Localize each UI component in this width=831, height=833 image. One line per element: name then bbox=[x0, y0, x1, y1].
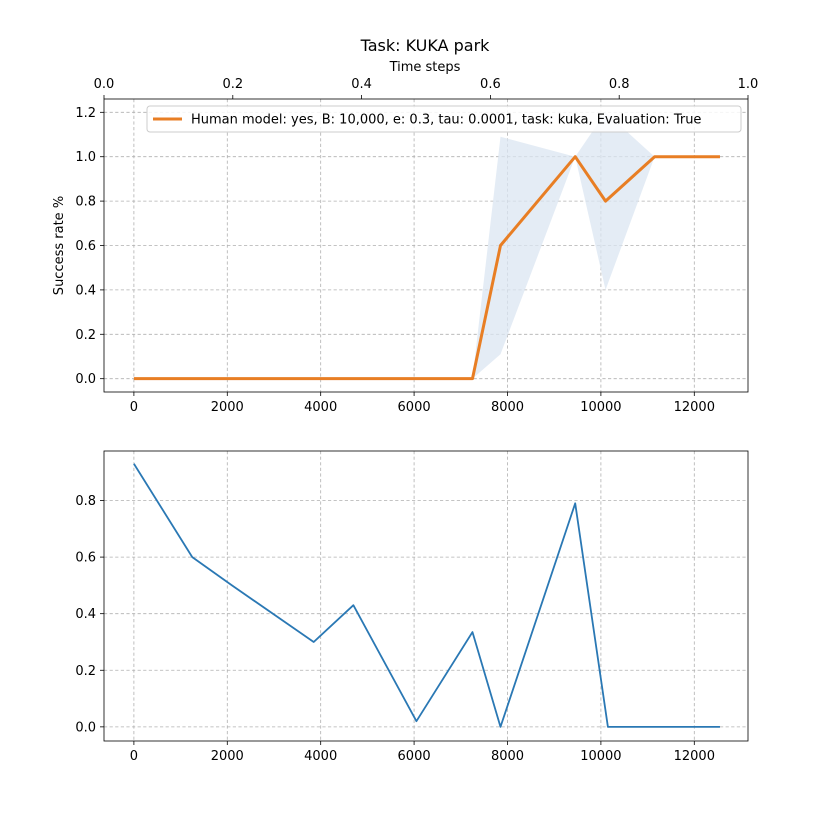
y-tick-label: 1.2 bbox=[75, 106, 96, 121]
y-tick-label: 0.0 bbox=[75, 372, 96, 387]
y-tick-label: 0.6 bbox=[75, 239, 96, 254]
top-x-tick-label: 0.4 bbox=[351, 77, 372, 92]
top-x-tick-label: 0.8 bbox=[609, 77, 630, 92]
legend: Human model: yes, B: 10,000, e: 0.3, tau… bbox=[146, 105, 742, 133]
y-tick-label: 0.6 bbox=[75, 551, 96, 566]
x-tick-label: 10000 bbox=[580, 400, 621, 415]
y-tick-label: 0.0 bbox=[75, 720, 96, 735]
top-x-tick-label: 0.2 bbox=[222, 77, 243, 92]
x-tick-label: 8000 bbox=[491, 749, 524, 764]
y-tick-label: 0.8 bbox=[75, 195, 96, 210]
x-tick-label: 2000 bbox=[211, 749, 244, 764]
y-tick-label: 0.4 bbox=[75, 607, 96, 622]
y-tick-label: 0.8 bbox=[75, 494, 96, 509]
x-tick-label: 10000 bbox=[580, 749, 621, 764]
y-tick-label: 1.0 bbox=[75, 150, 96, 165]
series-line bbox=[133, 463, 720, 728]
x-tick-label: 4000 bbox=[304, 400, 337, 415]
y-tick-label: 0.2 bbox=[75, 664, 96, 679]
x-tick-label: 4000 bbox=[304, 749, 337, 764]
top-x-tick-label: 1.0 bbox=[738, 77, 759, 92]
top-x-axis-label: Time steps bbox=[389, 60, 461, 75]
chart-title: Task: KUKA park bbox=[360, 36, 491, 55]
confidence-band bbox=[133, 112, 720, 379]
x-tick-label: 0 bbox=[130, 400, 138, 415]
y-tick-label: 0.4 bbox=[75, 283, 96, 298]
x-tick-label: 6000 bbox=[398, 749, 431, 764]
x-tick-label: 6000 bbox=[398, 400, 431, 415]
x-tick-label: 12000 bbox=[674, 400, 715, 415]
chart-2: 0 2000 4000 6000 8000 10000 12000 0.0 0.2 0.4 0.6 0… bbox=[75, 450, 749, 764]
y-axis-label: Success rate % bbox=[52, 196, 67, 295]
y-tick-label: 0.2 bbox=[75, 328, 96, 343]
top-x-tick-label: 0.0 bbox=[94, 77, 115, 92]
series-line bbox=[133, 155, 720, 381]
top-x-tick-label: 0.6 bbox=[480, 77, 501, 92]
chart-1: 0 2000 4000 6000 8000 10000 12000 0.0 0.2 0.4 0.6 0… bbox=[52, 36, 758, 415]
x-tick-label: 12000 bbox=[674, 749, 715, 764]
legend-box bbox=[146, 105, 742, 133]
axes-frame bbox=[103, 450, 749, 742]
x-tick-label: 2000 bbox=[211, 400, 244, 415]
x-tick-label: 0 bbox=[130, 749, 138, 764]
legend-label: Human model: yes, B: 10,000, e: 0.3, tau… bbox=[191, 113, 701, 128]
x-tick-label: 8000 bbox=[491, 400, 524, 415]
